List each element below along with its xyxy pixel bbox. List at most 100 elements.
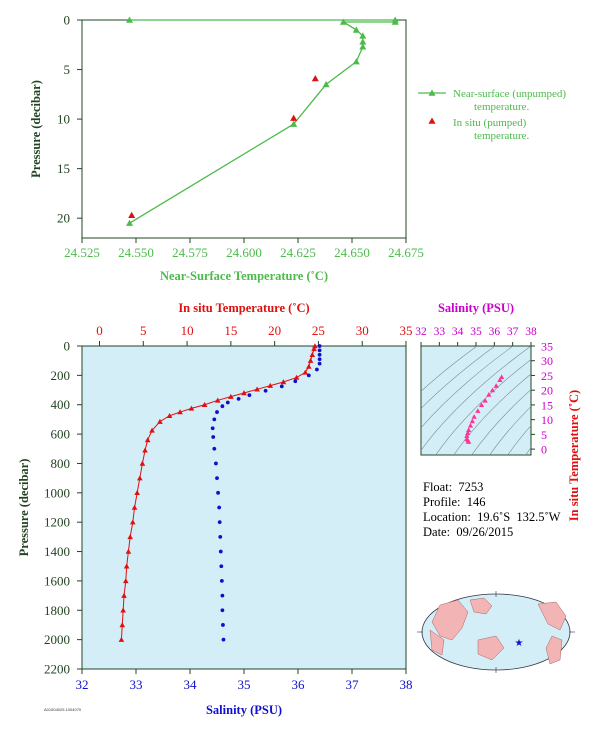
x-tick-label: 24.600: [226, 245, 262, 260]
temperature-point: [118, 636, 125, 642]
x-tick-label: 24.550: [118, 245, 154, 260]
salinity-point: [215, 410, 219, 414]
pressure-tick-label: 1000: [44, 485, 70, 500]
ts-point: [465, 430, 471, 435]
temperature-point: [123, 563, 130, 569]
ts-point: [482, 397, 488, 403]
salinity-point: [214, 461, 218, 466]
x-tick-label: 24.625: [280, 245, 316, 260]
ts-point: [497, 377, 503, 382]
near-surface-marker: [322, 80, 330, 88]
temperature-point: [149, 427, 155, 433]
temperature-point: [166, 412, 173, 418]
map-landmass: [469, 597, 493, 615]
temperature-point: [309, 352, 316, 358]
temperature-point: [280, 379, 287, 385]
temperature-point: [136, 475, 143, 481]
temperature-point: [134, 490, 140, 496]
map-landmass: [537, 601, 567, 631]
density-contour: [471, 389, 531, 455]
salinity-tick-label: 34: [184, 677, 198, 692]
legend-marker-near-surface: [428, 89, 436, 96]
pressure-tick-label: 2000: [44, 632, 70, 647]
ts-y-tick-label: 5: [541, 428, 547, 442]
pressure-tick-label: 1600: [44, 573, 70, 588]
date: Date: 09/26/2015: [423, 525, 514, 539]
temp-tick-label: 30: [356, 323, 369, 338]
salinity-point: [217, 520, 222, 525]
salinity-point: [212, 446, 217, 451]
legend-label: temperature.: [474, 101, 530, 113]
float-number: Float: 7253: [423, 480, 484, 494]
ts-x-tick-label: 38: [525, 326, 537, 338]
legend-marker-insitu: [428, 117, 436, 124]
temperature-point: [293, 374, 300, 380]
insitu-pumped-marker: [128, 211, 136, 219]
salinity-point: [215, 476, 219, 481]
temperature-point: [311, 346, 317, 352]
map-landmass: [545, 635, 563, 665]
temperature-point: [120, 607, 126, 613]
pressure-tick-label: 1800: [44, 603, 70, 618]
salinity-point: [279, 384, 284, 389]
ts-x-label: Salinity (PSU): [438, 301, 514, 315]
x-tick-label: 24.575: [172, 245, 208, 260]
pressure-tick-label: 200: [51, 368, 71, 383]
near-surface-marker: [352, 26, 360, 33]
temperature-point: [157, 418, 163, 424]
salinity-point: [217, 505, 222, 510]
near-surface-marker: [359, 38, 367, 45]
ts-plot-frame: [420, 345, 532, 456]
salinity-point: [220, 593, 225, 598]
temp-tick-label: 20: [268, 323, 281, 338]
legend-label: Near-surface (unpumped): [453, 88, 566, 100]
temperature-point: [214, 397, 221, 403]
ts-x-tick-label: 32: [415, 326, 427, 338]
temperature-point: [306, 363, 312, 369]
temperature-point: [312, 343, 318, 349]
temperature-point: [201, 401, 208, 407]
salinity-point: [306, 373, 311, 378]
ts-y-tick-label: 25: [541, 369, 553, 383]
ts-point: [464, 433, 470, 438]
salinity-point: [218, 549, 223, 554]
y-tick-label: 20: [57, 211, 70, 226]
density-contours: [421, 346, 531, 455]
salinity-point: [225, 400, 230, 405]
salinity-tick-label: 35: [238, 677, 251, 692]
near-surface-marker: [290, 120, 298, 127]
temperature-point: [267, 382, 274, 388]
temperature-point: [228, 393, 234, 399]
world-map: ★: [417, 591, 575, 673]
salinity-tick-label: 37: [346, 677, 360, 692]
map-landmass: [429, 629, 445, 656]
temperature-point: [139, 460, 146, 466]
location: Location: 19.6˚S 132.5˚W: [423, 510, 561, 524]
ts-point: [466, 439, 472, 444]
salinity-point: [317, 344, 322, 348]
density-contour: [489, 406, 531, 455]
x-tick-label: 24.525: [64, 245, 100, 260]
footer-code: A01504025.1004070: [44, 707, 82, 712]
pressure-tick-label: 1400: [44, 544, 70, 559]
salinity-point: [221, 637, 226, 642]
temp-tick-label: 10: [181, 323, 194, 338]
salinity-point: [216, 490, 220, 495]
profile-y-label: Pressure (decibar): [17, 459, 31, 557]
temperature-point: [122, 578, 129, 584]
ts-y-tick-label: 35: [541, 340, 553, 354]
temperature-point: [307, 357, 314, 363]
temperature-point: [131, 504, 138, 510]
near-surface-marker: [359, 43, 367, 50]
x-tick-label: 24.675: [388, 245, 424, 260]
salinity-point: [293, 379, 298, 384]
temp-tick-label: 25: [312, 323, 325, 338]
salinity-point: [317, 352, 322, 357]
salinity-point: [317, 357, 322, 362]
y-tick-label: 15: [57, 161, 70, 176]
salinity-tick-label: 33: [130, 677, 143, 692]
ts-x-tick-label: 36: [489, 326, 501, 338]
temperature-point: [241, 390, 247, 396]
pressure-tick-label: 1200: [44, 515, 70, 530]
near-surface-marker: [359, 32, 367, 39]
